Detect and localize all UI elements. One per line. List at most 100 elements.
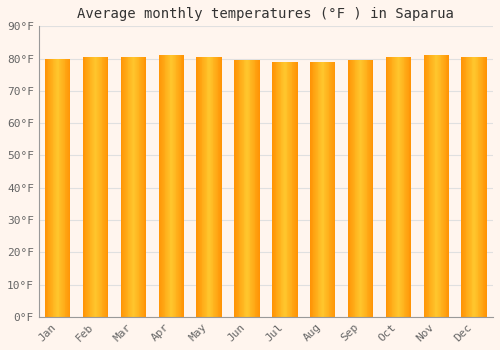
Bar bbox=[352, 60, 353, 317]
Bar bbox=[394, 57, 395, 317]
Bar bbox=[66, 58, 67, 317]
Bar bbox=[485, 57, 486, 317]
Bar bbox=[178, 55, 179, 317]
Bar bbox=[276, 62, 277, 317]
Bar bbox=[463, 57, 464, 317]
Bar bbox=[354, 60, 356, 317]
Bar bbox=[241, 60, 242, 317]
Bar bbox=[331, 62, 332, 317]
Bar bbox=[444, 55, 445, 317]
Bar bbox=[295, 62, 296, 317]
Bar bbox=[63, 58, 64, 317]
Bar bbox=[89, 57, 90, 317]
Bar bbox=[160, 55, 161, 317]
Bar bbox=[220, 57, 221, 317]
Bar bbox=[204, 57, 205, 317]
Bar bbox=[348, 60, 350, 317]
Bar bbox=[243, 60, 244, 317]
Bar bbox=[481, 57, 482, 317]
Bar bbox=[388, 57, 389, 317]
Bar bbox=[238, 60, 240, 317]
Bar bbox=[486, 57, 487, 317]
Bar bbox=[445, 55, 446, 317]
Bar bbox=[174, 55, 176, 317]
Bar bbox=[474, 57, 475, 317]
Bar bbox=[196, 57, 198, 317]
Bar bbox=[317, 62, 318, 317]
Bar bbox=[130, 57, 131, 317]
Bar bbox=[55, 58, 56, 317]
Bar bbox=[248, 60, 250, 317]
Bar bbox=[320, 62, 321, 317]
Bar bbox=[433, 55, 434, 317]
Bar bbox=[214, 57, 215, 317]
Bar bbox=[240, 60, 241, 317]
Bar bbox=[296, 62, 298, 317]
Bar bbox=[427, 55, 428, 317]
Bar bbox=[90, 57, 92, 317]
Bar bbox=[105, 57, 106, 317]
Bar bbox=[96, 57, 98, 317]
Bar bbox=[392, 57, 394, 317]
Bar bbox=[274, 62, 276, 317]
Bar bbox=[246, 60, 247, 317]
Bar bbox=[198, 57, 199, 317]
Bar bbox=[364, 60, 365, 317]
Bar bbox=[122, 57, 124, 317]
Bar bbox=[103, 57, 104, 317]
Bar bbox=[288, 62, 289, 317]
Bar bbox=[356, 60, 357, 317]
Bar bbox=[437, 55, 438, 317]
Bar bbox=[324, 62, 326, 317]
Title: Average monthly temperatures (°F ) in Saparua: Average monthly temperatures (°F ) in Sa… bbox=[78, 7, 454, 21]
Bar bbox=[83, 57, 84, 317]
Bar bbox=[106, 57, 108, 317]
Bar bbox=[217, 57, 218, 317]
Bar bbox=[284, 62, 285, 317]
Bar bbox=[87, 57, 88, 317]
Bar bbox=[439, 55, 440, 317]
Bar bbox=[52, 58, 54, 317]
Bar bbox=[46, 58, 48, 317]
Bar bbox=[428, 55, 430, 317]
Bar bbox=[244, 60, 246, 317]
Bar bbox=[180, 55, 182, 317]
Bar bbox=[61, 58, 62, 317]
Bar bbox=[370, 60, 372, 317]
Bar bbox=[215, 57, 216, 317]
Bar bbox=[54, 58, 55, 317]
Bar bbox=[472, 57, 474, 317]
Bar bbox=[395, 57, 396, 317]
Bar bbox=[391, 57, 392, 317]
Bar bbox=[480, 57, 481, 317]
Bar bbox=[291, 62, 292, 317]
Bar bbox=[173, 55, 174, 317]
Bar bbox=[94, 57, 96, 317]
Bar bbox=[357, 60, 358, 317]
Bar bbox=[140, 57, 141, 317]
Bar bbox=[360, 60, 362, 317]
Bar bbox=[333, 62, 334, 317]
Bar bbox=[167, 55, 168, 317]
Bar bbox=[318, 62, 320, 317]
Bar bbox=[286, 62, 288, 317]
Bar bbox=[328, 62, 330, 317]
Bar bbox=[199, 57, 200, 317]
Bar bbox=[210, 57, 211, 317]
Bar bbox=[104, 57, 105, 317]
Bar bbox=[86, 57, 87, 317]
Bar bbox=[128, 57, 129, 317]
Bar bbox=[158, 55, 160, 317]
Bar bbox=[205, 57, 206, 317]
Bar bbox=[315, 62, 316, 317]
Bar bbox=[100, 57, 102, 317]
Bar bbox=[389, 57, 390, 317]
Bar bbox=[135, 57, 136, 317]
Bar bbox=[49, 58, 50, 317]
Bar bbox=[326, 62, 327, 317]
Bar bbox=[402, 57, 404, 317]
Bar bbox=[136, 57, 137, 317]
Bar bbox=[425, 55, 426, 317]
Bar bbox=[362, 60, 363, 317]
Bar bbox=[216, 57, 217, 317]
